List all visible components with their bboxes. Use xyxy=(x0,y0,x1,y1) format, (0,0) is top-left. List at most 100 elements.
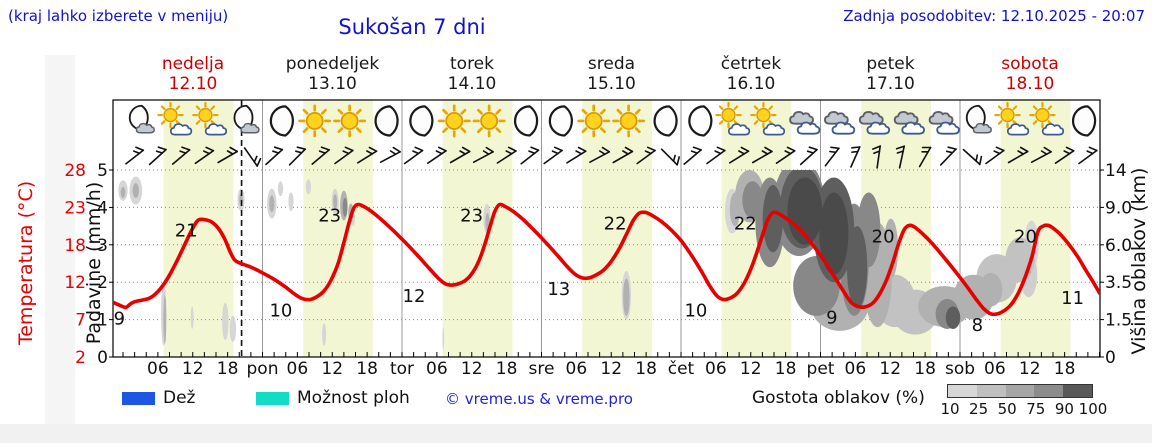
rain-legend-swatch xyxy=(122,392,155,405)
cloud-density-scale xyxy=(947,384,1093,398)
wind-barb-feather xyxy=(437,146,447,152)
clouds-icon xyxy=(825,112,854,134)
wind-barb-feather xyxy=(784,150,792,155)
moon-cloud-icon xyxy=(967,106,991,133)
location-menu-hint: (kraj lahko izberete v meniju) xyxy=(8,7,229,25)
wind-barb xyxy=(426,150,447,164)
time-hour-label: 06 xyxy=(566,359,588,379)
cloud-blob xyxy=(163,295,167,344)
wind-barb xyxy=(1007,150,1029,164)
day-abbr-label: tor xyxy=(390,359,414,379)
cloud-blob xyxy=(979,272,1003,307)
cloud-blob xyxy=(762,184,784,253)
cloud-height-tick-label: 6.0 xyxy=(1105,236,1132,256)
page-left-strip xyxy=(45,55,75,443)
wind-barb-feather xyxy=(624,146,634,153)
wind-barb-feather xyxy=(895,145,906,150)
page-title: Sukošan 7 dni xyxy=(338,15,486,39)
day-name: sobota xyxy=(1001,54,1059,74)
wind-barb-feather xyxy=(622,150,629,155)
wind-barb xyxy=(612,150,634,164)
day-abbr-label: sob xyxy=(945,359,975,379)
cloud-blob xyxy=(190,306,194,329)
time-hour-label: 18 xyxy=(775,359,797,379)
day-header-četrtek: četrtek 16.10 xyxy=(681,54,821,94)
cloud-blob xyxy=(442,327,445,350)
cloud-blob xyxy=(222,302,229,341)
day-name: nedelja xyxy=(161,54,225,74)
wind-barb xyxy=(824,147,840,167)
cloud-density-scale-box xyxy=(976,385,1006,397)
wind-barb xyxy=(660,148,679,166)
temperature-value-label: 8 xyxy=(972,315,983,336)
daytime-band xyxy=(582,100,652,357)
clouds-icon xyxy=(790,112,819,134)
wind-barb-feather xyxy=(761,150,769,155)
wind-barb-feather xyxy=(273,146,284,151)
wind-barb xyxy=(751,150,773,164)
wind-barb-feather xyxy=(873,150,881,155)
day-name: ponedeljek xyxy=(285,54,380,74)
wind-barb-feather xyxy=(320,146,330,151)
wind-barb xyxy=(1054,150,1075,164)
wind-barb-feather xyxy=(459,150,467,155)
moon-icon xyxy=(513,105,539,137)
wind-barb-feather xyxy=(366,150,374,155)
cloud-blob xyxy=(623,278,630,316)
wind-barb-feather xyxy=(1043,146,1052,153)
time-hour-label: 06 xyxy=(984,359,1006,379)
wind-barb-feather xyxy=(135,146,145,151)
wind-barb xyxy=(589,151,611,163)
day-abbr-label: pon xyxy=(247,359,279,379)
day-header-petek: petek 17.10 xyxy=(821,54,961,94)
wind-barb xyxy=(962,148,981,166)
day-date: 17.10 xyxy=(866,74,915,94)
cloud-height-tick-label: 0 xyxy=(1105,348,1116,368)
wind-barb-feather xyxy=(157,146,167,151)
temperature-tick-label: 18 xyxy=(64,236,86,256)
cloud-blob xyxy=(288,192,294,212)
wind-barb xyxy=(217,150,238,164)
wind-barb xyxy=(379,151,401,163)
copyright-link[interactable]: © vreme.us & vreme.pro xyxy=(445,390,633,408)
wind-barb xyxy=(636,149,656,165)
wind-barb xyxy=(243,147,259,167)
daytime-band xyxy=(442,100,513,357)
temperature-tick-label: 28 xyxy=(64,161,86,181)
wind-barb-feather xyxy=(851,150,859,153)
wind-barb-feather xyxy=(806,150,815,154)
wind-barb-feather xyxy=(461,146,471,153)
time-hour-label: 18 xyxy=(1054,359,1076,379)
wind-barb-feather xyxy=(435,150,443,155)
cloud-blob xyxy=(819,192,849,275)
temperature-tick-label: 2 xyxy=(75,348,86,368)
cloud-blob xyxy=(945,306,961,329)
cloud-density-scale-box xyxy=(1063,385,1092,397)
axes-frame xyxy=(109,99,1104,358)
wind-barb-feather xyxy=(740,146,750,152)
time-hour-label: 12 xyxy=(1019,359,1041,379)
wind-barb xyxy=(148,148,167,166)
cloud-blob xyxy=(120,186,126,199)
wind-barb-feather xyxy=(764,146,773,153)
wind-barb xyxy=(194,149,215,165)
time-hour-label: 06 xyxy=(287,359,309,379)
wind-barb-feather xyxy=(947,146,957,150)
wind-barb-feather xyxy=(1063,150,1071,155)
day-date: 15.10 xyxy=(587,74,636,94)
wind-barb-feather xyxy=(181,146,191,151)
wind-barb xyxy=(171,149,191,165)
wind-barb xyxy=(334,149,354,165)
sun-icon xyxy=(298,104,332,138)
cloud-density-scale-label: 50 xyxy=(997,400,1017,418)
wind-barb-feather xyxy=(256,157,262,167)
wind-barb-feather xyxy=(644,150,652,155)
wind-barb-feather xyxy=(133,150,141,155)
cloud-blob xyxy=(269,195,275,213)
temperature-value-label: 20 xyxy=(872,226,895,247)
sun-icon xyxy=(472,104,506,138)
temperature-tick-label: 7 xyxy=(75,311,86,331)
wind-barb-feather xyxy=(896,150,904,154)
